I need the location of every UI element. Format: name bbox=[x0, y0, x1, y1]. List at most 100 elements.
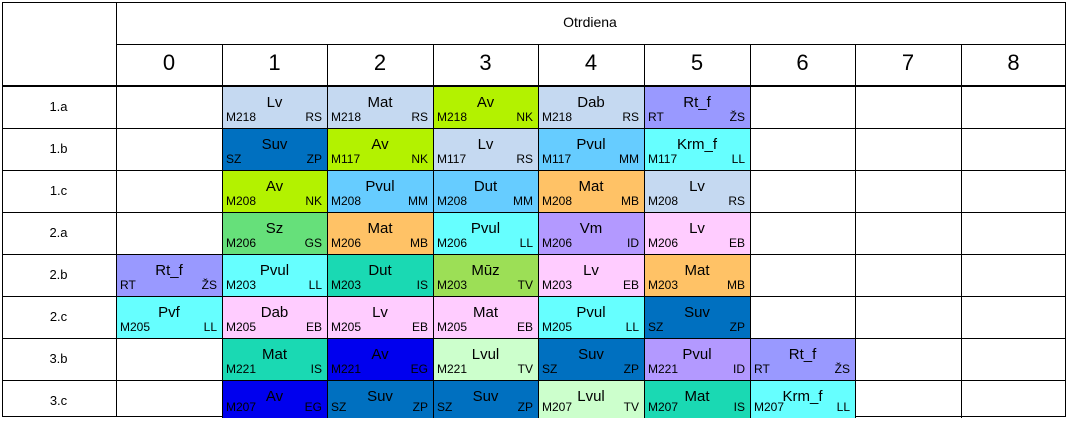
lesson-cell[interactable]: Lv M208 RS bbox=[644, 170, 750, 212]
lesson-cell[interactable]: Pvul M221 ID bbox=[644, 338, 750, 380]
lesson-cell[interactable]: Pvf M205 LL bbox=[116, 296, 222, 338]
lesson-cell[interactable]: Pvul M203 LL bbox=[222, 254, 327, 296]
class-label: 1.c bbox=[49, 183, 68, 198]
lesson-subject: Mat bbox=[684, 388, 710, 405]
lesson-cell[interactable]: Suv SZ ZP bbox=[222, 128, 327, 170]
grid-line bbox=[2, 296, 1066, 297]
lesson-cell[interactable]: Sz M206 GS bbox=[222, 212, 327, 254]
lesson-cell[interactable]: Mat M203 MB bbox=[644, 254, 750, 296]
lesson-cell[interactable]: Dut M208 MM bbox=[433, 170, 538, 212]
lesson-subject: Krm_f bbox=[782, 388, 823, 405]
lesson-cell[interactable]: Lv M206 EB bbox=[644, 212, 750, 254]
lesson-cell[interactable]: Lvul M207 TV bbox=[538, 380, 644, 418]
lesson-teacher: TV bbox=[623, 400, 639, 414]
grid-line bbox=[961, 44, 962, 418]
lesson-cell[interactable]: Av M221 EG bbox=[327, 338, 433, 380]
lesson-subject: Pvul bbox=[259, 262, 290, 279]
lesson-room: M206 bbox=[331, 236, 362, 250]
lesson-cell[interactable]: Suv SZ ZP bbox=[644, 296, 750, 338]
lesson-teacher: MM bbox=[513, 194, 533, 208]
grid-line bbox=[116, 44, 1066, 45]
grid-line bbox=[327, 44, 328, 418]
lesson-cell[interactable]: Av M208 NK bbox=[222, 170, 327, 212]
lesson-subject: Mat bbox=[367, 220, 393, 237]
lesson-cell[interactable]: Suv SZ ZP bbox=[538, 338, 644, 380]
period-header-0: 0 bbox=[162, 50, 176, 75]
lesson-teacher: NK bbox=[516, 110, 533, 124]
lesson-cell[interactable]: Rt_f RT ŽS bbox=[750, 338, 855, 380]
lesson-teacher: ZP bbox=[306, 152, 322, 166]
class-label: 3.b bbox=[49, 351, 68, 366]
lesson-cell[interactable]: Mat M218 RS bbox=[327, 86, 433, 128]
lesson-teacher: TV bbox=[517, 278, 533, 292]
lesson-cell[interactable]: Mat M206 MB bbox=[327, 212, 433, 254]
class-label: 3.c bbox=[49, 393, 68, 408]
class-label: 1.b bbox=[49, 141, 68, 156]
lesson-teacher: ID bbox=[733, 362, 745, 376]
lesson-cell[interactable]: Lv M205 EB bbox=[327, 296, 433, 338]
lesson-teacher: RS bbox=[516, 152, 533, 166]
lesson-cell[interactable]: Rt_f RT ŽS bbox=[644, 86, 750, 128]
lesson-cell[interactable]: Lv M218 RS bbox=[222, 86, 327, 128]
class-label: 2.a bbox=[49, 225, 68, 240]
lesson-cell[interactable]: Lv M117 RS bbox=[433, 128, 538, 170]
lesson-teacher: ZP bbox=[623, 362, 639, 376]
lesson-teacher: MM bbox=[408, 194, 428, 208]
lesson-teacher: EB bbox=[305, 320, 322, 334]
lesson-teacher: ŽS bbox=[834, 362, 850, 376]
lesson-room: M207 bbox=[542, 400, 573, 414]
grid-line bbox=[222, 44, 223, 418]
lesson-teacher: MB bbox=[621, 194, 639, 208]
period-header-3: 3 bbox=[479, 50, 492, 75]
lesson-cell[interactable]: Av M117 NK bbox=[327, 128, 433, 170]
period-header-4: 4 bbox=[584, 50, 598, 75]
lesson-cell[interactable]: Dab M218 RS bbox=[538, 86, 644, 128]
lesson-cell[interactable]: Suv SZ ZP bbox=[433, 380, 538, 418]
lesson-cell[interactable]: Krm_f M117 LL bbox=[644, 128, 750, 170]
lesson-subject: Av bbox=[371, 346, 389, 363]
lesson-cell[interactable]: Av M218 NK bbox=[433, 86, 538, 128]
lesson-cell[interactable]: Mat M208 MB bbox=[538, 170, 644, 212]
grid-line bbox=[2, 212, 1066, 213]
lesson-cell[interactable]: Rt_f RT ŽS bbox=[116, 254, 222, 296]
lesson-subject: Mat bbox=[261, 346, 287, 363]
lesson-teacher: LL bbox=[836, 400, 850, 414]
lesson-subject: Dab bbox=[577, 94, 605, 111]
lesson-cell[interactable]: Pvul M206 LL bbox=[433, 212, 538, 254]
lesson-cell[interactable]: Mūz M203 TV bbox=[433, 254, 538, 296]
lesson-room: M221 bbox=[331, 362, 362, 376]
lesson-cell[interactable]: Dut M203 IS bbox=[327, 254, 433, 296]
lesson-teacher: LL bbox=[203, 320, 217, 334]
lesson-cell[interactable]: Mat M221 IS bbox=[222, 338, 327, 380]
lesson-subject: Mat bbox=[578, 178, 604, 195]
lesson-room: M205 bbox=[542, 320, 573, 334]
lesson-cell[interactable]: Pvul M208 MM bbox=[327, 170, 433, 212]
lesson-room: RT bbox=[648, 110, 664, 124]
grid-line bbox=[2, 380, 1066, 381]
lesson-cell[interactable]: Pvul M205 LL bbox=[538, 296, 644, 338]
lesson-cell[interactable]: Suv SZ ZP bbox=[327, 380, 433, 418]
lesson-subject: Mūz bbox=[471, 262, 500, 279]
period-header-8: 8 bbox=[1007, 50, 1020, 75]
lesson-room: M203 bbox=[437, 278, 468, 292]
lesson-subject: Vm bbox=[579, 220, 603, 237]
lesson-room: SZ bbox=[226, 152, 242, 166]
lesson-cell[interactable]: Pvul M117 MM bbox=[538, 128, 644, 170]
lesson-cell[interactable]: Vm M206 ID bbox=[538, 212, 644, 254]
lesson-room: M207 bbox=[648, 400, 679, 414]
lesson-cell[interactable]: Lvul M221 TV bbox=[433, 338, 538, 380]
lesson-cell[interactable]: Mat M207 IS bbox=[644, 380, 750, 418]
lesson-cell[interactable]: Av M207 EG bbox=[222, 380, 327, 418]
grid-line bbox=[2, 170, 1066, 171]
lesson-subject: Sz bbox=[265, 220, 284, 237]
lesson-room: M205 bbox=[437, 320, 468, 334]
lesson-room: SZ bbox=[648, 320, 664, 334]
lesson-room: M203 bbox=[226, 278, 257, 292]
lesson-cell[interactable]: Lv M203 EB bbox=[538, 254, 644, 296]
lesson-cell[interactable]: Krm_f M207 LL bbox=[750, 380, 855, 418]
lesson-cell[interactable]: Dab M205 EB bbox=[222, 296, 327, 338]
period-header-6: 6 bbox=[796, 50, 809, 75]
class-label: 2.c bbox=[49, 309, 68, 324]
lesson-cell[interactable]: Mat M205 EB bbox=[433, 296, 538, 338]
day-title: Otrdiena bbox=[563, 14, 617, 30]
